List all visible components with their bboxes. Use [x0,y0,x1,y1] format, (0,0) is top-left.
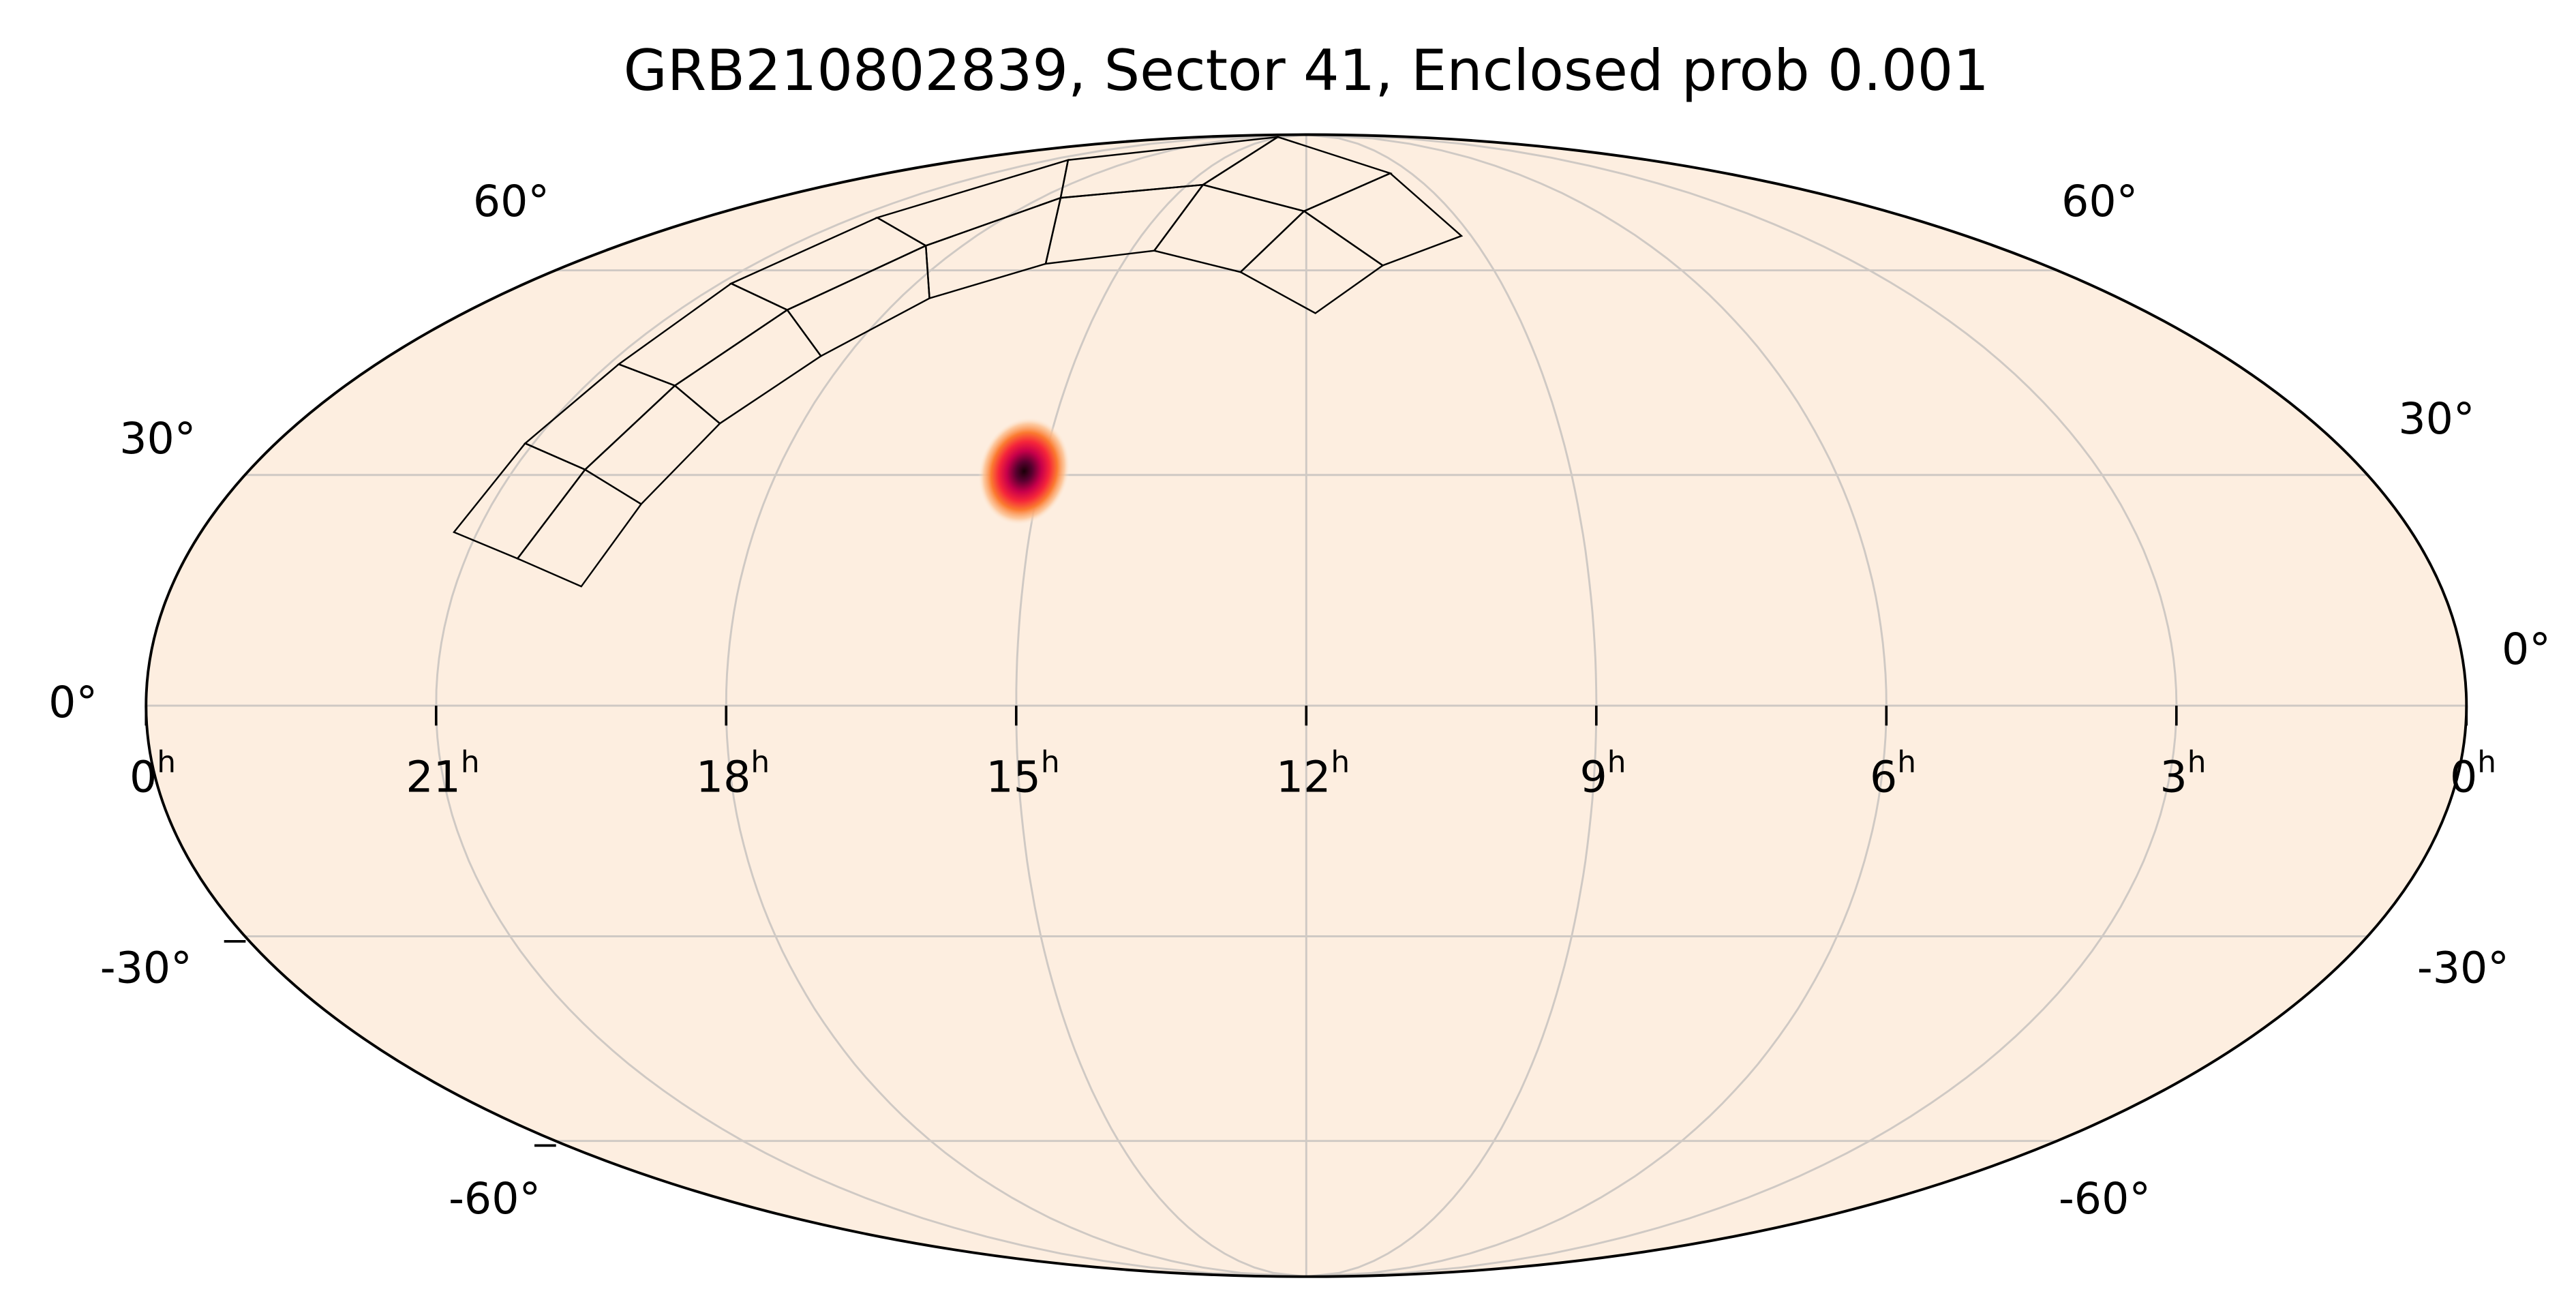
dec-tick-label-left: -60° [449,1173,541,1224]
ra-tick-label: 3h [2160,745,2207,802]
sector-footprint [452,136,1464,588]
dec-tick-label-left: 0° [48,677,97,727]
dec-tick-label-right: -60° [2059,1173,2151,1224]
dec-tick-label-right: 60° [2061,176,2138,226]
ccd-tile [1239,210,1384,314]
dec-tick-label-right: 30° [2398,393,2474,444]
dec-tick-label-left: 30° [119,413,196,464]
probability-peak [978,417,1070,526]
dec-tick-label-right: 0° [2502,624,2551,674]
chart-title: GRB210802839, Sector 41, Enclosed prob 0… [624,37,1989,104]
dec-tick-label-right: -30° [2417,943,2509,993]
dec-tick-label-left: 60° [473,176,549,226]
ra-tick-label: 0h [2450,745,2496,802]
dec-tick-label-left: -30° [100,943,192,993]
